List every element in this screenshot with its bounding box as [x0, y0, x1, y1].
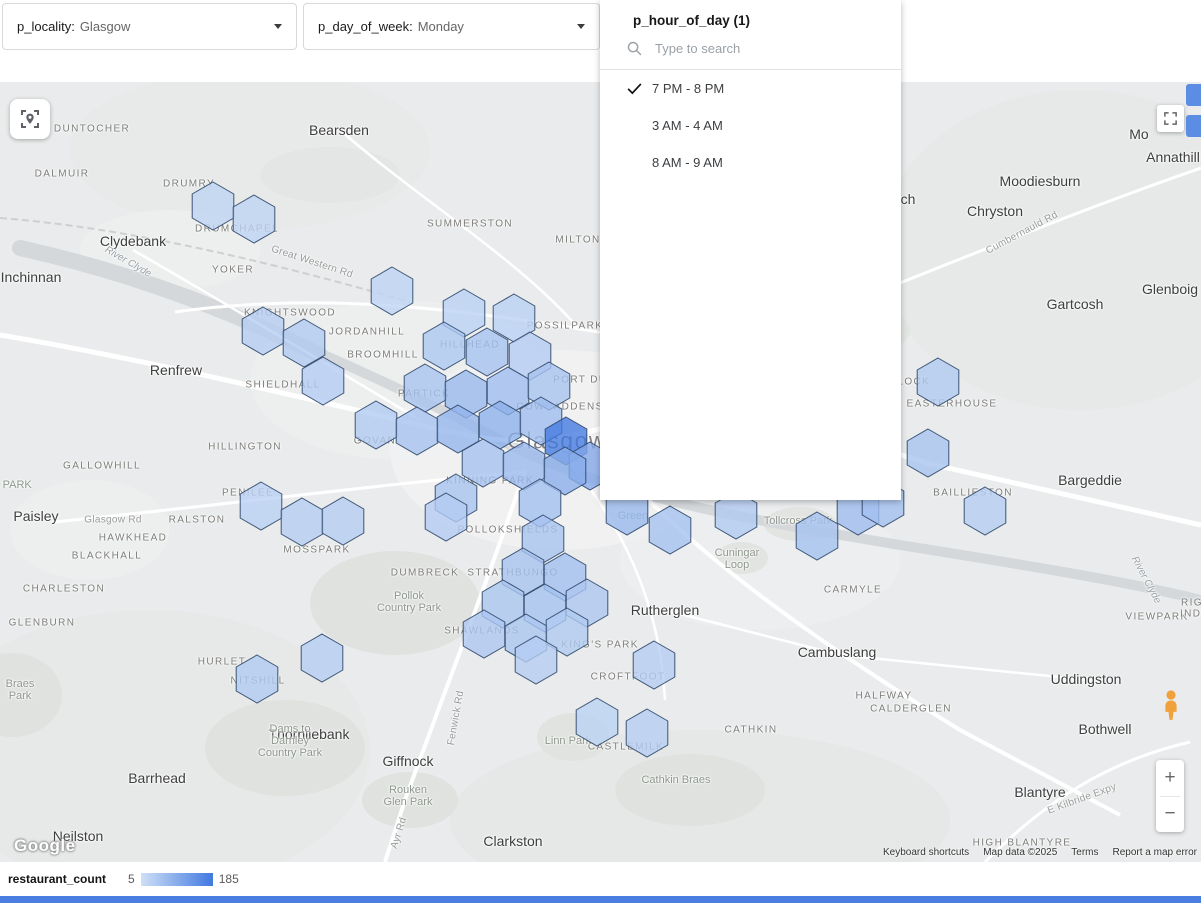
- hour-option-label: 3 AM - 4 AM: [652, 118, 723, 133]
- filter-day-value: Monday: [417, 19, 464, 34]
- hour-search-input[interactable]: [653, 40, 885, 57]
- hour-option[interactable]: 3 AM - 4 AM: [600, 107, 901, 144]
- attribution-link[interactable]: Map data ©2025: [983, 847, 1058, 858]
- fullscreen-button[interactable]: [1157, 105, 1184, 132]
- hour-option-label: 8 AM - 9 AM: [652, 155, 723, 170]
- fullscreen-icon: [1164, 112, 1177, 125]
- pegman-control[interactable]: [1159, 689, 1183, 721]
- zoom-divider: [1160, 795, 1180, 797]
- map-attribution: Keyboard shortcuts Map data ©2025 Terms Rep…: [883, 847, 1197, 858]
- hour-panel-title: p_hour_of_day (1): [633, 13, 751, 28]
- scrollbar-fragment[interactable]: [1186, 115, 1201, 137]
- filter-day-label: p_day_of_week:: [318, 19, 413, 34]
- hour-option[interactable]: 8 AM - 9 AM: [600, 144, 901, 181]
- zoom-out-button[interactable]: −: [1164, 803, 1176, 825]
- attribution-link[interactable]: Keyboard shortcuts: [883, 847, 970, 858]
- chevron-down-icon: [577, 24, 585, 29]
- hour-option-label: 7 PM - 8 PM: [652, 81, 725, 96]
- filter-locality-label: p_locality:: [17, 19, 75, 34]
- legend-max-value: 185: [218, 872, 239, 886]
- filter-day-of-week[interactable]: p_day_of_week: Monday: [303, 3, 600, 50]
- scrollbar-fragment[interactable]: [1186, 84, 1201, 106]
- legend-bar: restaurant_count 5 185: [0, 862, 1201, 896]
- pegman-icon: [1165, 690, 1177, 720]
- filter-locality-value: Glasgow: [79, 19, 131, 34]
- attribution-link[interactable]: Report a map error: [1112, 847, 1197, 858]
- check-icon: [627, 83, 642, 95]
- legend-field-name: restaurant_count: [8, 872, 107, 886]
- filter-locality[interactable]: p_locality: Glasgow: [2, 3, 297, 50]
- location-pin-icon: [21, 110, 39, 128]
- hour-option[interactable]: 7 PM - 8 PM: [600, 70, 901, 107]
- zoom-in-button[interactable]: +: [1164, 766, 1176, 788]
- hour-options: 7 PM - 8 PM 3 AM - 4 AM 8 AM - 9 AM: [600, 70, 901, 181]
- attribution-link[interactable]: Terms: [1071, 847, 1099, 858]
- search-icon: [627, 41, 642, 56]
- hour-search-row: [600, 36, 901, 70]
- hour-of-day-panel: p_hour_of_day (1) 7 PM - 8 PM 3 AM - 4 AM…: [600, 0, 901, 500]
- bottom-accent-bar: [0, 896, 1201, 903]
- zoom-control: + −: [1156, 760, 1184, 832]
- chevron-down-icon: [274, 24, 282, 29]
- my-location-button[interactable]: [10, 99, 50, 139]
- legend-gradient: [140, 872, 213, 886]
- legend-min-value: 5: [128, 872, 135, 886]
- google-logo[interactable]: Google: [14, 836, 76, 855]
